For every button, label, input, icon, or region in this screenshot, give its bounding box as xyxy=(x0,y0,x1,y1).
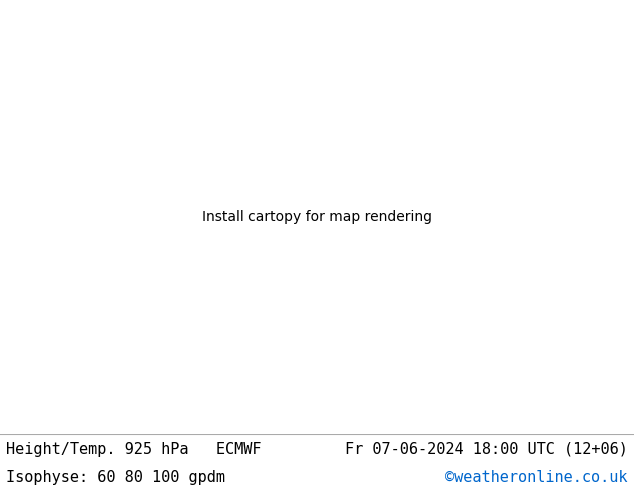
Text: Height/Temp. 925 hPa   ECMWF: Height/Temp. 925 hPa ECMWF xyxy=(6,442,262,457)
Text: Install cartopy for map rendering: Install cartopy for map rendering xyxy=(202,210,432,224)
Text: Isophyse: 60 80 100 gpdm: Isophyse: 60 80 100 gpdm xyxy=(6,470,225,485)
Text: ©weatheronline.co.uk: ©weatheronline.co.uk xyxy=(445,470,628,485)
Text: Fr 07-06-2024 18:00 UTC (12+06): Fr 07-06-2024 18:00 UTC (12+06) xyxy=(345,442,628,457)
